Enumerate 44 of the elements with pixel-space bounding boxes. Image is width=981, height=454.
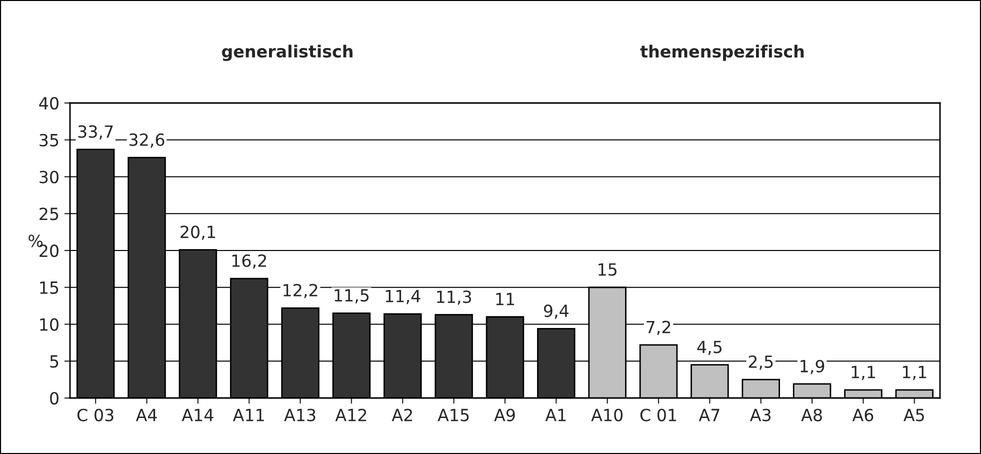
x-tick-label: A3: [750, 408, 771, 422]
x-tick-label: A1: [545, 408, 566, 422]
y-tick-label: 25: [40, 208, 58, 220]
y-tick-label: 15: [40, 282, 58, 294]
x-tick-label: A12: [335, 408, 366, 422]
data-label: 11,3: [437, 290, 472, 305]
data-label: 11: [496, 292, 514, 306]
x-tick-label: A14: [182, 408, 214, 422]
data-label: 33,7: [78, 125, 113, 140]
data-label: 2,5: [748, 355, 773, 370]
text: generalistisch: [222, 44, 352, 61]
x-tick-label: C 03: [77, 408, 114, 422]
data-label: 1,1: [852, 366, 875, 380]
data-label: 11,4: [386, 290, 420, 304]
y-tick-label: 40: [39, 96, 58, 110]
y-tick-label: 35: [40, 134, 58, 146]
data-label: 4,5: [697, 340, 722, 355]
x-tick-label: A13: [284, 408, 316, 422]
data-label: 16,2: [232, 254, 266, 269]
y-tick-label: 0: [50, 392, 58, 405]
data-label: 20,1: [180, 226, 215, 240]
data-label: 1,9: [800, 360, 824, 374]
x-tick-label: A8: [801, 408, 822, 422]
x-tick-label: A5: [904, 408, 924, 422]
x-tick-label: A9: [494, 408, 515, 422]
x-tick-label: A4: [136, 408, 157, 422]
y-tick-label: 30: [40, 170, 58, 184]
x-tick-label: A15: [438, 408, 469, 422]
x-tick-label: A10: [591, 408, 623, 422]
data-label: 32,6: [129, 133, 164, 148]
data-label: 9,4: [544, 304, 568, 319]
data-label: 15: [598, 263, 616, 276]
y-tick-label: 5: [50, 355, 58, 368]
data-label: 11,5: [334, 289, 369, 304]
data-label: 12,2: [284, 284, 318, 298]
data-label: 7,2: [646, 320, 670, 336]
x-tick-label: A11: [232, 408, 264, 422]
x-tick-label: A2: [392, 408, 412, 422]
x-tick-label: A7: [698, 408, 720, 422]
data-label: 1,1: [902, 366, 926, 380]
text: themenspezifisch: [640, 44, 804, 61]
x-tick-label: C 01: [640, 408, 676, 422]
x-tick-label: A6: [852, 408, 874, 422]
y-tick-label: 10: [40, 318, 58, 331]
